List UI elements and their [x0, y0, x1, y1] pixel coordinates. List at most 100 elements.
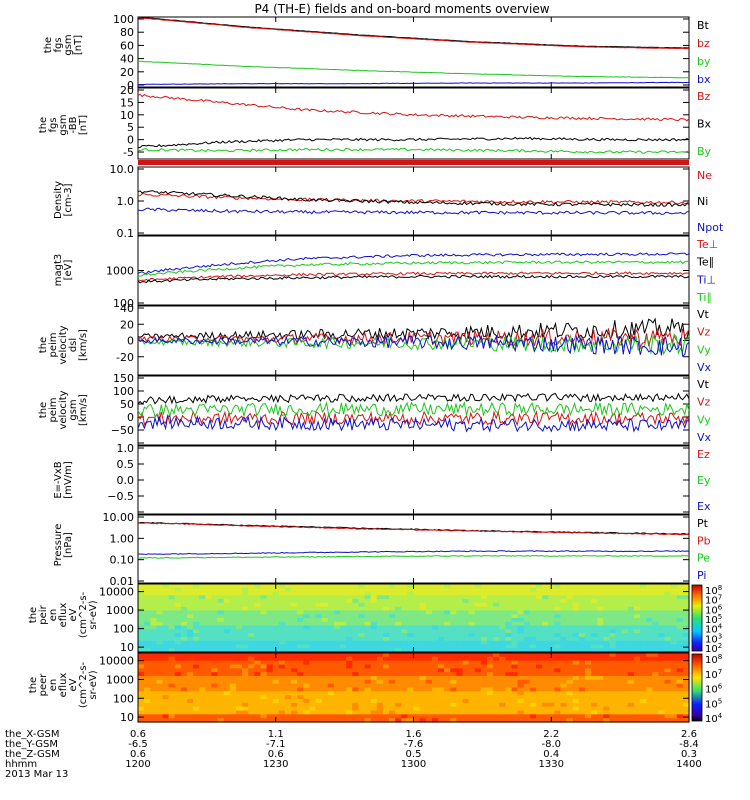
heatmap-cell [560, 683, 568, 689]
heatmap-cell [333, 621, 341, 627]
heatmap-cell [670, 710, 678, 715]
heatmap-cell [346, 640, 353, 646]
heatmap-cell [229, 640, 237, 646]
heatmap-cell [652, 702, 659, 708]
heatmap-cell [523, 691, 531, 696]
heatmap-cell [303, 702, 311, 708]
heatmap-cell [640, 676, 647, 681]
heatmap-cell [529, 640, 537, 646]
heatmap-cell [419, 633, 427, 638]
heatmap-cell [217, 664, 225, 669]
heatmap-cell [548, 591, 555, 596]
heatmap-cell [640, 640, 647, 646]
heatmap-cell [652, 584, 659, 589]
heatmap-cell [425, 656, 433, 662]
heatmap-cell [333, 691, 341, 696]
heatmap-cell [309, 710, 317, 715]
heatmap-cell [646, 687, 653, 692]
heatmap-cell [450, 602, 457, 608]
heatmap-cell [346, 687, 353, 692]
heatmap-cell [468, 625, 476, 630]
heatmap-cell [248, 591, 255, 596]
heatmap-cell [566, 706, 574, 712]
heatmap-cell [597, 629, 604, 634]
heatmap-cell [382, 714, 390, 719]
colorbar-tick-label: 106 [705, 683, 723, 696]
heatmap-cell [193, 584, 200, 589]
heatmap-cell [682, 660, 690, 666]
heatmap-cell [627, 660, 635, 666]
heatmap-cell [376, 606, 384, 612]
heatmap-cell [480, 584, 488, 589]
heatmap-cell [468, 584, 476, 589]
heatmap-cell [242, 656, 249, 662]
heatmap-cell [517, 584, 525, 589]
heatmap-cell [517, 676, 525, 681]
heatmap-cell [535, 664, 543, 669]
heatmap-cell [297, 629, 304, 634]
heatmap-cell [150, 625, 157, 630]
heatmap-cell [168, 610, 176, 615]
heatmap-cell [633, 676, 641, 681]
heatmap-cell [309, 591, 317, 596]
heatmap-cell [621, 633, 629, 638]
heatmap-cell [389, 618, 396, 623]
heatmap-cell [444, 606, 451, 612]
heatmap-cell [511, 621, 519, 627]
heatmap-cell [554, 718, 562, 723]
heatmap-cell [254, 695, 262, 700]
heatmap-cell [352, 610, 359, 615]
heatmap-cell [235, 710, 243, 715]
heatmap-cell [437, 702, 445, 708]
heatmap-cell [437, 691, 445, 696]
heatmap-cell [186, 648, 194, 653]
heatmap-cell [254, 648, 262, 653]
heatmap-cell [646, 695, 653, 700]
heatmap-cell [419, 599, 427, 604]
heatmap-cell [431, 621, 439, 627]
heatmap-cell [640, 591, 647, 596]
heatmap-cell [266, 621, 274, 627]
heatmap-cell [486, 676, 494, 681]
heatmap-cell [584, 648, 592, 653]
heatmap-cell [413, 668, 421, 673]
heatmap-cell [376, 591, 384, 596]
heatmap-cell [144, 656, 151, 662]
heatmap-cell [486, 584, 494, 589]
heatmap-cell [480, 621, 488, 627]
heatmap-cell [321, 672, 329, 677]
heatmap-cell [180, 699, 188, 704]
heatmap-cell [603, 636, 611, 642]
heatmap-cell [199, 636, 206, 642]
heatmap-cell [474, 668, 482, 673]
heatmap-cell [664, 706, 672, 712]
heatmap-cell [382, 584, 390, 589]
heatmap-cell [676, 699, 684, 704]
heatmap-cell [499, 640, 506, 646]
heatmap-cell [627, 695, 635, 700]
heatmap-cell [682, 591, 690, 596]
heatmap-cell [621, 660, 629, 666]
y-axis-label: [nT] [73, 35, 84, 55]
heatmap-cell [260, 691, 268, 696]
heatmap-cell [180, 664, 188, 669]
heatmap-cell [376, 629, 384, 634]
heatmap-cell [603, 584, 611, 589]
heatmap-cell [670, 706, 678, 712]
heatmap-cell [297, 621, 304, 627]
heatmap-cell [670, 679, 678, 685]
heatmap-cell [572, 625, 580, 630]
heatmap-cell [401, 584, 408, 589]
heatmap-cell [401, 679, 408, 685]
heatmap-cell [603, 710, 611, 715]
heatmap-cell [186, 672, 194, 677]
heatmap-cell [211, 672, 219, 677]
heatmap-cell [266, 648, 274, 653]
heatmap-cell [327, 606, 335, 612]
heatmap-cell [278, 614, 286, 619]
heatmap-cell [303, 660, 311, 666]
heatmap-cell [272, 640, 280, 646]
heatmap-cell [584, 618, 592, 623]
heatmap-cell [554, 648, 562, 653]
